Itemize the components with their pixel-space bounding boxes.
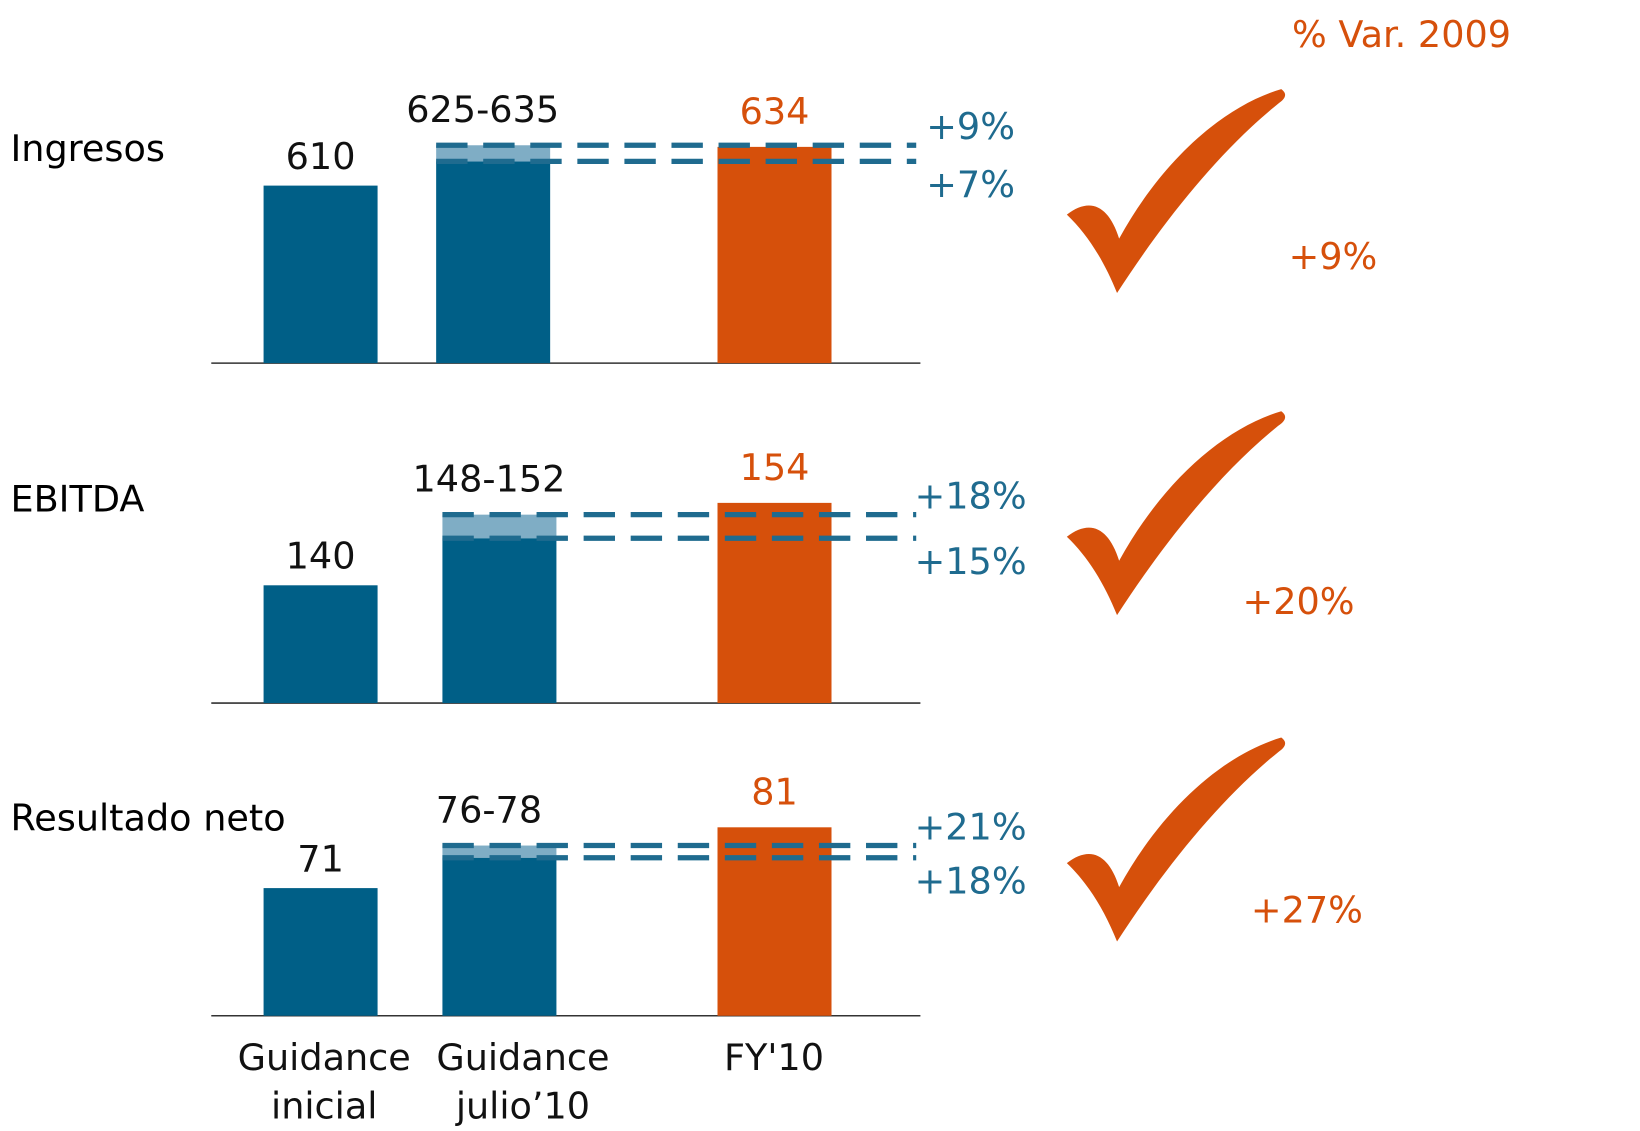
bar xyxy=(442,857,557,1016)
check-mark xyxy=(1066,89,1286,294)
growth-label: +15% xyxy=(915,540,1027,583)
chart-title: Resultado neto xyxy=(10,797,285,840)
value-label: 140 xyxy=(286,535,356,578)
range-bar xyxy=(442,514,557,539)
growth-label: +7% xyxy=(926,163,1015,206)
header: % Var. 2009 xyxy=(1292,13,1511,56)
value-label: 76-78 xyxy=(436,789,542,832)
growth: +9% xyxy=(1289,235,1378,278)
category-label: Guidance xyxy=(238,1036,411,1079)
value-label: 634 xyxy=(740,90,810,133)
value-label: 610 xyxy=(286,135,356,178)
bar xyxy=(263,185,378,364)
category-label: Guidance xyxy=(436,1036,609,1079)
bar xyxy=(442,538,557,704)
chart-title: Ingresos xyxy=(10,127,165,170)
bar xyxy=(717,146,832,364)
value-label: 81 xyxy=(751,770,798,813)
category-label: julio’10 xyxy=(455,1084,590,1127)
check-mark xyxy=(1066,737,1286,942)
value-label: 625-635 xyxy=(406,88,559,131)
growth: +20% xyxy=(1243,580,1355,623)
bar xyxy=(263,585,378,704)
range-bar xyxy=(442,845,557,858)
value-label: 154 xyxy=(740,446,810,489)
category-label: FY'10 xyxy=(724,1036,824,1079)
bar xyxy=(717,502,832,704)
value-label: 148-152 xyxy=(413,458,566,501)
growth-label: +18% xyxy=(915,474,1027,517)
check-mark xyxy=(1066,411,1286,616)
growth-label: +18% xyxy=(915,859,1027,902)
growth-label: +9% xyxy=(926,105,1015,148)
category-label: inicial xyxy=(271,1084,377,1127)
range-bar xyxy=(436,145,551,162)
bar xyxy=(263,888,378,1016)
growth: +27% xyxy=(1251,889,1363,932)
value-label: 71 xyxy=(297,837,344,880)
bar xyxy=(436,161,551,364)
chart-title: EBITDA xyxy=(10,478,144,521)
growth-label: +21% xyxy=(915,805,1027,848)
